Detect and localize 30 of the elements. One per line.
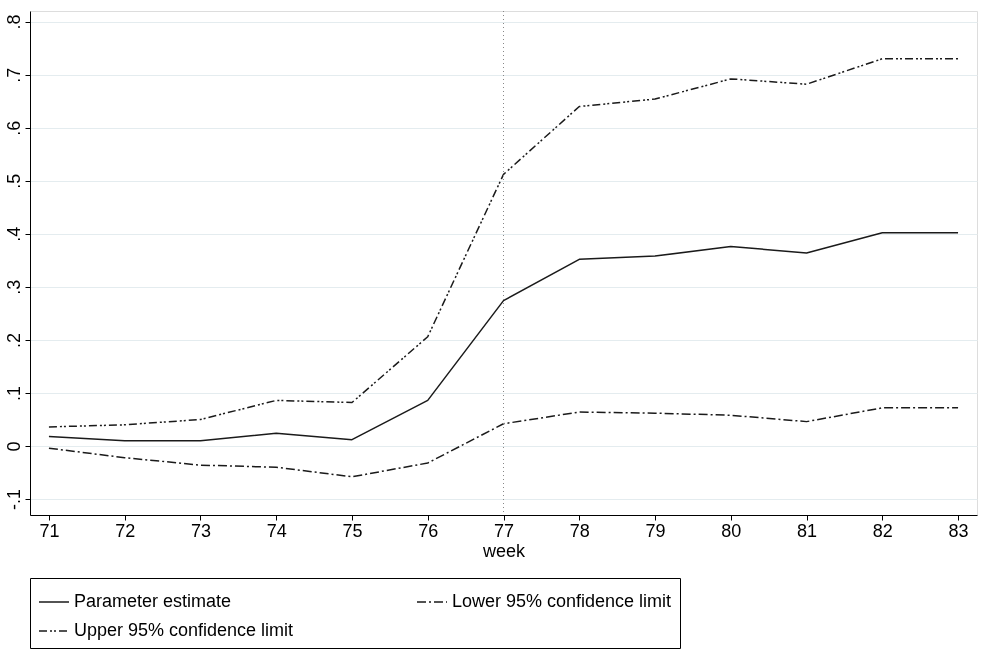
legend-label: Lower 95% confidence limit <box>452 591 672 611</box>
y-tick-label: .1 <box>3 385 24 401</box>
y-tick-label: .5 <box>3 173 24 189</box>
y-tick-label: .7 <box>3 67 24 83</box>
y-tick-label: -.1 <box>3 489 24 511</box>
y-tick-label: .6 <box>3 120 24 136</box>
y-tick-label: .8 <box>3 14 24 30</box>
y-tick-label: 0 <box>3 441 24 452</box>
y-tick-label: .3 <box>3 279 24 295</box>
x-tick-label: 75 <box>342 520 363 541</box>
y-tick-label: .2 <box>3 332 24 348</box>
x-tick-label: 81 <box>797 520 818 541</box>
x-tick-label: 77 <box>493 520 515 541</box>
line-series <box>48 58 959 428</box>
x-tick-label: 73 <box>190 520 211 541</box>
x-tick-label: 78 <box>569 520 590 541</box>
legend-label: Upper 95% confidence limit <box>74 620 294 640</box>
x-tick-label: 80 <box>721 520 742 541</box>
x-tick-label: 79 <box>645 520 666 541</box>
y-tick-label: .4 <box>3 226 24 242</box>
x-tick-label: 71 <box>39 520 60 541</box>
legend-label: Parameter estimate <box>74 591 232 611</box>
x-axis-title: week <box>481 540 526 561</box>
x-tick-label: 83 <box>948 520 969 541</box>
line-series <box>48 407 959 478</box>
line-series <box>48 232 959 442</box>
x-tick-label: 72 <box>115 520 136 541</box>
x-tick-label: 76 <box>418 520 439 541</box>
x-tick-label: 82 <box>872 520 893 541</box>
x-tick-label: 74 <box>266 520 287 541</box>
